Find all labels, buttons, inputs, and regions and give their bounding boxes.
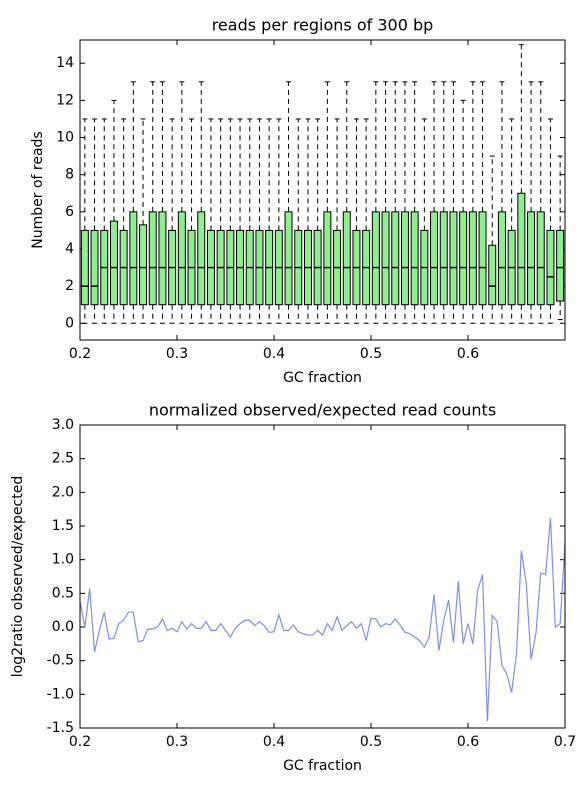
axes-frame xyxy=(79,39,566,341)
box xyxy=(527,211,536,306)
y-tick-label: 0 xyxy=(65,315,74,331)
x-tick-label: 0.6 xyxy=(457,734,479,750)
box xyxy=(536,211,545,306)
x-tick-label: 0.4 xyxy=(263,346,285,362)
y-tick-label: 2.0 xyxy=(52,484,74,500)
box xyxy=(439,211,448,306)
box xyxy=(177,211,186,306)
box xyxy=(478,211,487,306)
box xyxy=(129,211,138,306)
x-tick-label: 0.3 xyxy=(166,734,188,750)
y-tick-label: -0.5 xyxy=(47,653,74,669)
box xyxy=(488,244,497,306)
x-tick-label: 0.6 xyxy=(457,346,479,362)
y-tick-label: 6 xyxy=(65,204,74,220)
y-tick-label: 2.5 xyxy=(52,451,74,467)
y-tick-label: 1.0 xyxy=(52,552,74,568)
box xyxy=(430,211,439,306)
y-tick-label: -1.0 xyxy=(47,686,74,702)
chart-title: normalized observed/expected read counts xyxy=(149,401,496,420)
y-tick-label: 8 xyxy=(65,167,74,183)
x-axis-label: GC fraction xyxy=(283,758,362,774)
box xyxy=(197,211,206,306)
y-axis-label: log2ratio observed/expected xyxy=(10,476,26,677)
box xyxy=(400,211,409,306)
x-tick-label: 0.2 xyxy=(69,734,91,750)
x-tick-label: 0.5 xyxy=(360,734,382,750)
box xyxy=(148,211,157,306)
box xyxy=(371,211,380,306)
chart-title: reads per regions of 300 bp xyxy=(212,16,434,35)
box xyxy=(449,211,458,306)
y-tick-label: 10 xyxy=(56,130,74,146)
line xyxy=(79,517,566,722)
box xyxy=(546,229,555,306)
x-tick-label: 0.7 xyxy=(554,734,576,750)
box xyxy=(109,220,118,306)
x-tick-label: 0.3 xyxy=(166,346,188,362)
box xyxy=(459,211,468,306)
x-tick-label: 0.5 xyxy=(360,346,382,362)
y-tick-label: 1.5 xyxy=(52,518,74,534)
box xyxy=(342,211,351,306)
y-tick-label: 0.5 xyxy=(52,585,74,601)
box xyxy=(284,211,293,306)
y-tick-label: 12 xyxy=(56,92,74,108)
box xyxy=(410,211,419,306)
y-tick-label: 0.0 xyxy=(52,619,74,635)
box xyxy=(556,229,565,302)
y-tick-label: 14 xyxy=(56,55,74,71)
box xyxy=(497,211,506,306)
x-tick-label: 0.4 xyxy=(263,734,285,750)
box xyxy=(139,224,148,306)
box xyxy=(80,229,89,306)
box xyxy=(381,211,390,306)
y-axis-label: Number of reads xyxy=(30,131,46,248)
box xyxy=(391,211,400,306)
y-tick-label: -1.5 xyxy=(47,720,74,736)
box xyxy=(323,211,332,306)
x-tick-label: 0.2 xyxy=(69,346,91,362)
box xyxy=(90,229,99,306)
y-tick-label: 4 xyxy=(65,241,74,257)
x-axis-label: GC fraction xyxy=(283,370,362,386)
box xyxy=(468,211,477,306)
y-tick-label: 2 xyxy=(65,278,74,294)
axes-frame xyxy=(79,424,566,729)
y-tick-label: 3.0 xyxy=(52,417,74,433)
box xyxy=(517,192,526,306)
box xyxy=(158,211,167,306)
